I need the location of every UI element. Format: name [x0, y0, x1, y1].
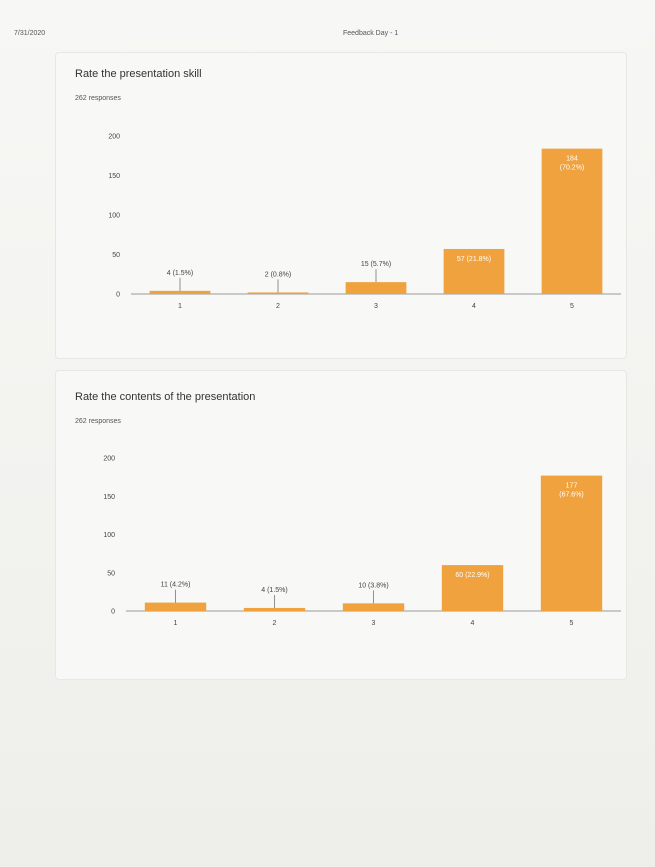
y-tick-label: 0 [116, 292, 120, 299]
y-tick-label: 200 [108, 134, 120, 141]
response-count: 262 responses [75, 95, 121, 102]
x-tick-label: 5 [570, 620, 574, 627]
x-tick-label: 1 [178, 303, 182, 310]
y-tick-label: 150 [108, 173, 120, 180]
y-tick-label: 100 [103, 532, 115, 539]
data-label: 2 (0.8%) [265, 271, 291, 278]
bar-5 [540, 475, 603, 611]
bar-1 [149, 290, 211, 294]
x-tick-label: 4 [472, 303, 476, 310]
data-label: 10 (3.8%) [358, 582, 388, 589]
bar-3 [345, 282, 407, 294]
data-label: 4 (1.5%) [167, 270, 193, 277]
bar-4 [443, 248, 505, 294]
question-card-presentation-skill: Rate the presentation skill 262 response… [55, 52, 627, 359]
data-label: 177 (67.6%) [559, 483, 584, 499]
data-label: 184 (70.2%) [560, 156, 585, 172]
data-label: 15 (5.7%) [361, 261, 391, 268]
data-label: 4 (1.5%) [261, 587, 287, 594]
y-tick-label: 0 [111, 609, 115, 616]
x-tick-label: 5 [570, 303, 574, 310]
y-tick-label: 150 [103, 494, 115, 501]
x-tick-label: 2 [276, 303, 280, 310]
x-tick-label: 1 [174, 620, 178, 627]
question-card-contents: Rate the contents of the presentation 26… [55, 370, 627, 680]
form-title: Feedback Day - 1 [343, 30, 399, 37]
bar-2 [247, 292, 309, 294]
question-title: Rate the contents of the presentation [75, 391, 256, 403]
x-tick-label: 4 [471, 620, 475, 627]
bar-1 [144, 602, 207, 611]
y-tick-label: 100 [108, 213, 120, 220]
bar-3 [342, 603, 405, 611]
y-tick-label: 200 [103, 456, 115, 463]
bar-2 [243, 607, 306, 611]
data-label: 11 (4.2%) [161, 582, 191, 589]
bar-chart-contents: 0 50 100 150 200 1 11 (4.2%) 2 4 (1.5%) 3 10 (3.8%… [103, 456, 621, 627]
bar-4 [441, 565, 504, 611]
question-title: Rate the presentation skill [75, 68, 202, 80]
print-date: 7/31/2020 [14, 30, 46, 37]
data-label: 60 (22.9%) [455, 572, 489, 579]
x-tick-label: 3 [374, 303, 378, 310]
x-tick-label: 3 [372, 620, 376, 627]
data-label: 57 (21.8%) [457, 256, 491, 263]
x-tick-label: 2 [273, 620, 277, 627]
bar-5 [541, 148, 603, 294]
y-tick-label: 50 [107, 570, 115, 577]
response-count: 262 responses [75, 418, 121, 425]
bar-chart-presentation-skill: 0 50 100 150 200 1 4 (1.5%) 2 2 (0.8%) 3 15 (5.7%)… [108, 134, 621, 310]
y-tick-label: 50 [112, 252, 120, 259]
